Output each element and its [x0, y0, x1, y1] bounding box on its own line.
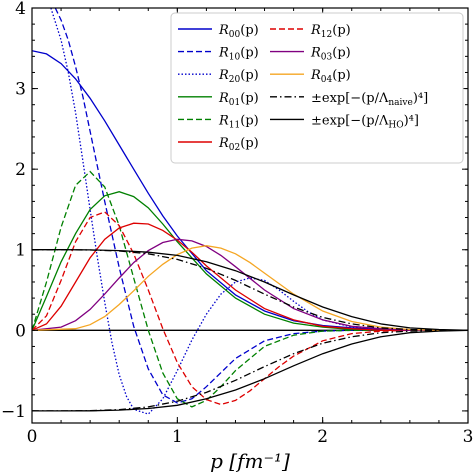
series-line-6: [32, 211, 468, 406]
series-line-5: [32, 222, 468, 331]
x-tick-label: 2: [317, 427, 328, 447]
legend-label: R04(p): [310, 68, 351, 85]
series-line-9-negative: [32, 329, 468, 412]
series-line-8: [32, 245, 468, 331]
x-tick-label: 1: [172, 427, 183, 447]
legend-label: ±exp[−(p/ΛHO)⁴]: [311, 113, 419, 130]
series-layer: [32, 8, 468, 415]
y-tick-label: −1: [1, 402, 26, 422]
legend-box: [170, 12, 464, 164]
x-tick-label: 0: [27, 427, 38, 447]
x-tick-label: 3: [463, 427, 474, 447]
legend-label: R12(p): [310, 23, 351, 40]
series-line-10-negative: [32, 329, 468, 412]
series-line-9: [32, 249, 468, 331]
legend-label: R20(p): [218, 68, 259, 85]
legend-label: R00(p): [218, 23, 259, 40]
series-line-4: [32, 170, 468, 408]
legend-label: R02(p): [218, 136, 259, 153]
series-line-7: [32, 238, 468, 331]
y-tick-label: 0: [15, 321, 26, 341]
legend-label: R10(p): [218, 46, 259, 63]
series-line-2: [50, 8, 468, 415]
y-tick-label: 1: [15, 241, 26, 261]
y-tick-label: 3: [15, 80, 26, 100]
legend: R00(p) R10(p) R20(p) R01(p) R11(p) R02(p) R12(…: [170, 12, 464, 164]
series-line-10: [32, 249, 468, 331]
plot-frame: [31, 7, 469, 424]
legend-label: R11(p): [218, 113, 259, 130]
x-axis-label: p [fm⁻¹]: [210, 449, 290, 473]
legend-label: R01(p): [218, 91, 259, 108]
legend-label: ±exp[−(p/Λnaive)⁴]: [311, 91, 428, 108]
legend-label: R03(p): [310, 46, 351, 63]
y-tick-label: 4: [15, 0, 26, 19]
series-line-3: [32, 191, 468, 331]
y-tick-label: 2: [15, 160, 26, 180]
